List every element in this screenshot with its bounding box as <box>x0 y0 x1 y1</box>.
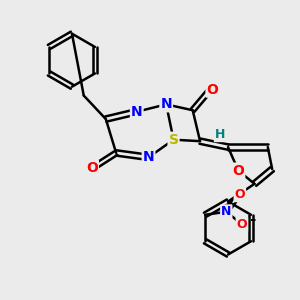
Text: O: O <box>237 218 247 231</box>
Text: S: S <box>169 133 178 147</box>
Text: N: N <box>221 205 232 218</box>
Text: O: O <box>235 188 245 201</box>
Text: O: O <box>232 164 244 178</box>
Text: H: H <box>215 128 225 141</box>
Text: -: - <box>250 212 256 227</box>
Text: N: N <box>131 105 142 119</box>
Text: O: O <box>206 82 218 97</box>
Text: O: O <box>86 161 98 175</box>
Text: N: N <box>143 150 154 164</box>
Text: N: N <box>160 98 172 111</box>
